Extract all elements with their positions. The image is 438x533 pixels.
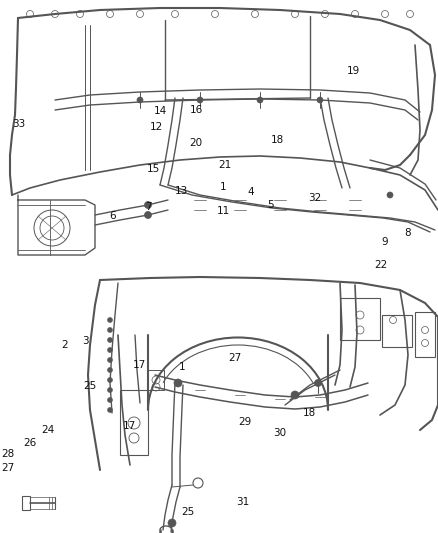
- Text: 11: 11: [217, 206, 230, 216]
- Text: 17: 17: [133, 360, 146, 370]
- Text: 15: 15: [147, 165, 160, 174]
- Text: 12: 12: [150, 122, 163, 132]
- Text: 7: 7: [145, 202, 152, 212]
- Text: 27: 27: [228, 353, 241, 363]
- Text: 17: 17: [123, 422, 136, 431]
- Text: 27: 27: [1, 463, 14, 473]
- Circle shape: [107, 408, 113, 413]
- Circle shape: [107, 398, 113, 402]
- Text: 19: 19: [347, 66, 360, 76]
- Text: 8: 8: [404, 228, 411, 238]
- Text: 28: 28: [1, 449, 14, 459]
- Text: 9: 9: [381, 237, 388, 247]
- Text: 30: 30: [273, 428, 286, 438]
- Circle shape: [137, 97, 143, 103]
- Text: 1: 1: [178, 362, 185, 372]
- Text: 6: 6: [109, 212, 116, 221]
- Circle shape: [145, 201, 152, 208]
- Text: 32: 32: [308, 193, 321, 203]
- Text: 3: 3: [82, 336, 89, 346]
- Text: 16: 16: [190, 106, 203, 115]
- Text: 33: 33: [12, 119, 25, 128]
- Text: 24: 24: [42, 425, 55, 434]
- Text: 29: 29: [239, 417, 252, 427]
- Text: 26: 26: [23, 438, 36, 448]
- Circle shape: [107, 377, 113, 383]
- Text: 4: 4: [247, 188, 254, 197]
- Text: 31: 31: [237, 497, 250, 507]
- Circle shape: [145, 212, 152, 219]
- Text: 21: 21: [219, 160, 232, 170]
- Circle shape: [314, 379, 321, 386]
- Circle shape: [257, 97, 263, 103]
- Text: 13: 13: [175, 186, 188, 196]
- Circle shape: [174, 379, 182, 387]
- Circle shape: [107, 358, 113, 362]
- Circle shape: [107, 348, 113, 352]
- Circle shape: [317, 97, 323, 103]
- Circle shape: [107, 327, 113, 333]
- Text: 22: 22: [374, 261, 388, 270]
- Circle shape: [107, 387, 113, 392]
- Text: 5: 5: [267, 200, 274, 209]
- Circle shape: [387, 192, 393, 198]
- Text: 25: 25: [182, 507, 195, 516]
- Circle shape: [107, 318, 113, 322]
- Text: 14: 14: [154, 106, 167, 116]
- Text: 25: 25: [83, 382, 96, 391]
- Circle shape: [107, 337, 113, 343]
- Circle shape: [107, 367, 113, 373]
- Text: 1: 1: [220, 182, 227, 191]
- Text: 20: 20: [190, 138, 203, 148]
- Circle shape: [291, 391, 299, 399]
- Circle shape: [168, 519, 176, 527]
- Text: 18: 18: [271, 135, 284, 145]
- Text: 18: 18: [303, 408, 316, 418]
- Text: 2: 2: [61, 341, 68, 350]
- Circle shape: [197, 97, 203, 103]
